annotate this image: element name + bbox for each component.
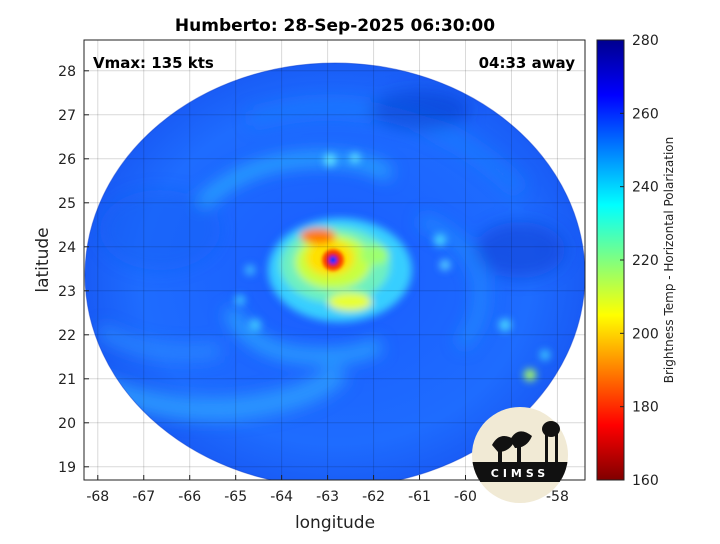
x-tick-label: -62 xyxy=(362,489,385,505)
colorbar-tick-label: 240 xyxy=(632,180,659,196)
y-tick-label: 19 xyxy=(58,460,76,476)
x-tick-label: -68 xyxy=(86,489,109,505)
y-axis-label: latitude xyxy=(33,227,53,292)
logo-text: CIMSS xyxy=(491,467,549,480)
colorbar-tick-label: 180 xyxy=(632,400,659,416)
colorbar-tick-label: 220 xyxy=(632,253,659,269)
y-tick-label: 22 xyxy=(58,328,76,344)
x-axis: -68-67-66-65-64-63-62-61-60-59-58 xyxy=(86,475,569,505)
colorbar-tick-label: 280 xyxy=(632,33,659,49)
cimss-logo: CIMSS xyxy=(472,407,568,503)
colorbar-label: Brightness Temp - Horizontal Polarizatio… xyxy=(662,137,676,384)
colorbar-tick-label: 260 xyxy=(632,106,659,122)
x-tick-label: -65 xyxy=(224,489,247,505)
colorbar: 160 180 200 220 240 260 280 Brightness Temp - … xyxy=(596,33,676,489)
x-tick-label: -66 xyxy=(178,489,201,505)
x-axis-label: longitude xyxy=(295,513,375,533)
colorbar-gradient xyxy=(596,39,625,481)
y-tick-label: 21 xyxy=(58,372,76,388)
plot-frame xyxy=(83,39,586,481)
x-tick-label: -67 xyxy=(132,489,155,505)
x-tick-label: -60 xyxy=(454,489,477,505)
y-tick-label: 24 xyxy=(58,240,76,256)
y-tick-label: 20 xyxy=(58,416,76,432)
grid xyxy=(84,40,585,480)
colorbar-tick-label: 160 xyxy=(632,473,659,489)
vmax-annotation: Vmax: 135 kts xyxy=(93,54,214,72)
colorbar-tick-label: 200 xyxy=(632,326,659,342)
x-tick-label: -61 xyxy=(408,489,431,505)
x-tick-label: -58 xyxy=(546,489,569,505)
x-tick-label: -63 xyxy=(316,489,339,505)
y-tick-label: 27 xyxy=(58,108,76,124)
chart-title: Humberto: 28-Sep-2025 06:30:00 xyxy=(175,16,495,36)
x-tick-label: -64 xyxy=(270,489,293,505)
colorbar-ticks: 160 180 200 220 240 260 280 xyxy=(620,33,659,489)
brightness-temperature-swath xyxy=(84,62,585,480)
y-tick-label: 28 xyxy=(58,64,76,80)
y-axis: 19 20 21 22 23 24 25 26 27 28 xyxy=(58,64,89,476)
y-tick-label: 26 xyxy=(58,152,76,168)
time-offset-annotation: 04:33 away xyxy=(479,54,576,72)
y-tick-label: 25 xyxy=(58,196,76,212)
y-tick-label: 23 xyxy=(58,284,76,300)
